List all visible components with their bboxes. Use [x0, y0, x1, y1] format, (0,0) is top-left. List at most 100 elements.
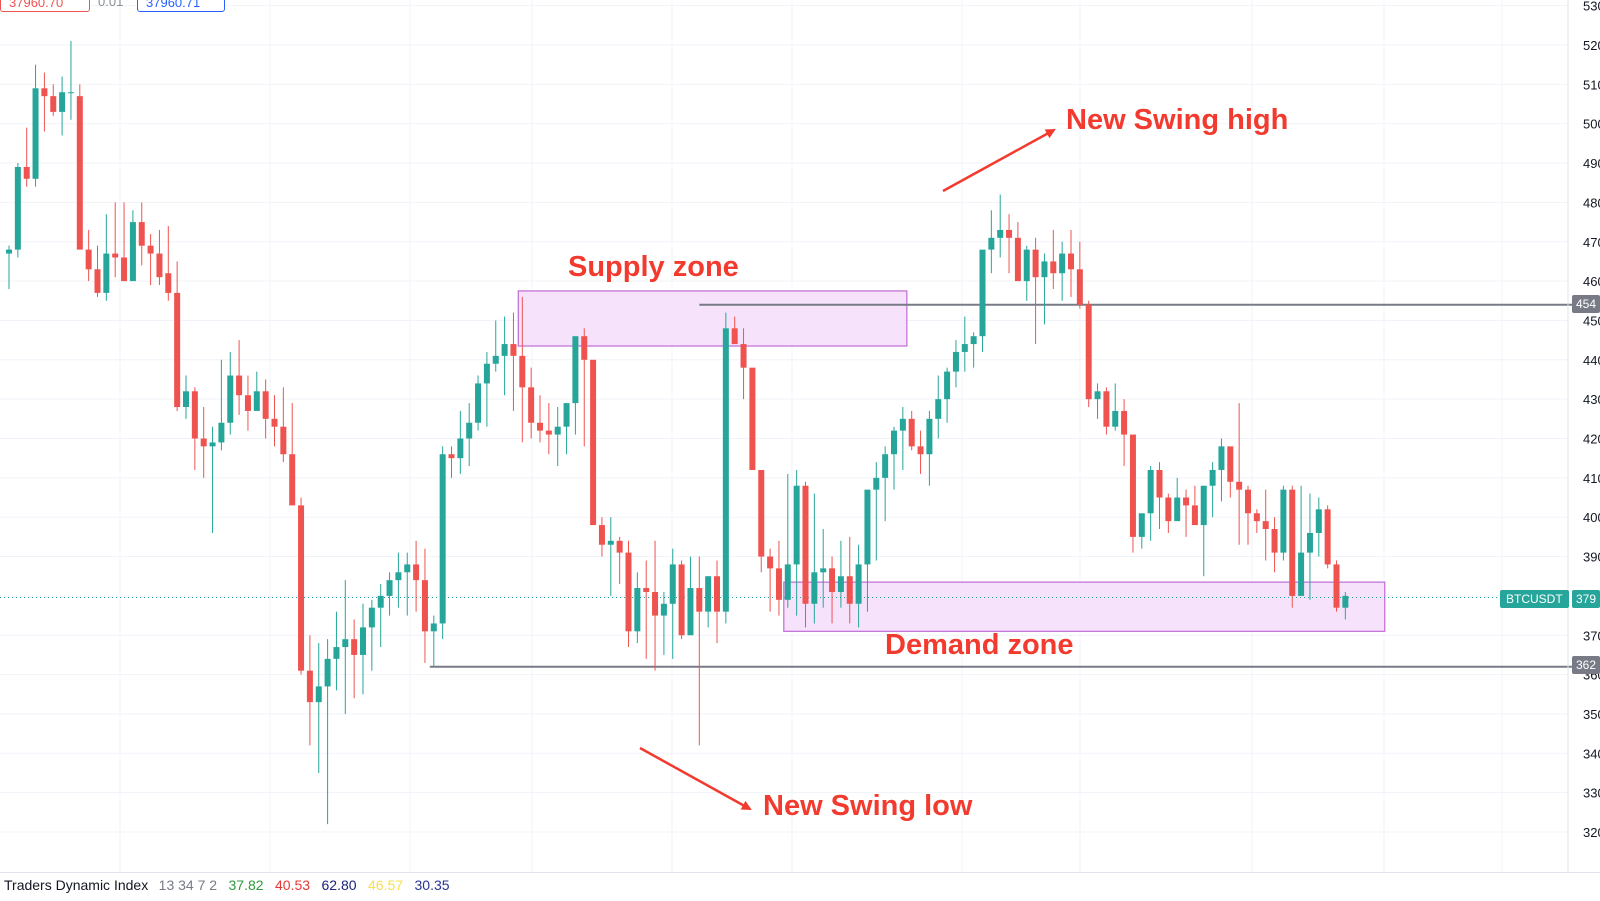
candle-body	[935, 399, 942, 419]
y-tick-label: 400	[1583, 510, 1600, 525]
y-tick-label: 470	[1583, 235, 1600, 250]
candle-body	[174, 292, 181, 408]
candle-body	[1094, 391, 1101, 400]
candle-body	[271, 418, 278, 427]
indicator-value: 30.35	[414, 877, 450, 893]
candle-body	[1014, 237, 1021, 282]
candlestick-chart[interactable]: 530 520 510 500 490 480 470 460 450 440 430 420 410 4…	[0, 0, 1600, 872]
candle-body	[1165, 497, 1172, 522]
grid	[0, 0, 1568, 872]
candle-body	[678, 564, 685, 636]
candle-body	[1068, 253, 1074, 270]
candle-body	[59, 92, 66, 112]
swing-high-arrow	[942, 128, 1056, 193]
candle-body	[749, 367, 756, 470]
candle-body	[528, 387, 535, 423]
candle-body	[1245, 489, 1251, 514]
candle-body	[563, 403, 570, 427]
y-tick-label: 350	[1583, 707, 1600, 722]
candle-body	[1147, 469, 1154, 514]
candle-body	[351, 639, 358, 655]
candle-body	[731, 328, 738, 345]
candle-body	[660, 603, 667, 616]
candle-body	[775, 568, 782, 600]
candle-body	[908, 418, 915, 447]
spread-value: 0.01	[98, 0, 124, 9]
candle-body	[1324, 509, 1331, 565]
y-tick-label: 410	[1583, 471, 1600, 486]
candle-body	[413, 564, 420, 581]
candle-body	[652, 591, 659, 616]
candle-body	[873, 477, 880, 490]
candle-body	[829, 568, 836, 592]
candle-body	[1280, 489, 1287, 553]
candle-body	[864, 489, 871, 565]
candle-body	[705, 576, 712, 612]
candle-body	[1138, 513, 1145, 537]
candle-body	[76, 96, 83, 250]
indicator-value: 62.80	[321, 877, 357, 893]
candle-body	[289, 454, 296, 506]
candle-body	[607, 540, 614, 545]
candle-body	[988, 237, 995, 250]
candle-body	[430, 623, 437, 632]
candle-body	[253, 391, 260, 411]
y-tick-label: 450	[1583, 313, 1600, 328]
candle-body	[6, 249, 12, 254]
demand-zone-box	[783, 581, 1386, 632]
candle-body	[156, 253, 163, 278]
y-tick-label: 330	[1583, 786, 1600, 801]
candle-body	[386, 580, 393, 596]
candle-body	[315, 686, 322, 703]
buy-price-button[interactable]: 37960.71	[137, 0, 225, 12]
candle-body	[1085, 304, 1092, 400]
candle-body	[439, 454, 446, 624]
y-tick-label: 480	[1583, 195, 1600, 210]
candle-body	[1227, 446, 1234, 482]
candle-body	[997, 229, 1004, 238]
candle-body	[1050, 261, 1057, 274]
candle-body	[475, 383, 482, 423]
candle-body	[1271, 529, 1278, 553]
candle-body	[492, 355, 499, 364]
candle-body	[1298, 552, 1305, 596]
candle-body	[634, 588, 641, 632]
y-tick-label: 460	[1583, 274, 1600, 289]
candle-body	[395, 572, 402, 581]
candle-body	[979, 249, 986, 337]
candle-body	[572, 336, 579, 404]
sell-price-button[interactable]: 37960.70	[0, 0, 90, 12]
candle-body	[581, 336, 588, 360]
candle-body	[244, 395, 251, 411]
y-tick-label: 520	[1583, 38, 1600, 53]
candle-body	[811, 572, 818, 604]
y-tick-label: 530	[1583, 0, 1600, 14]
indicator-legend[interactable]: Traders Dynamic Index 13 34 7 2 37.82 40…	[0, 872, 1600, 901]
supply-zone-label: Supply zone	[568, 251, 739, 283]
candle-body	[67, 92, 74, 94]
candle-body	[793, 485, 800, 565]
demand-zone-label: Demand zone	[885, 629, 1074, 661]
candle-body	[846, 576, 853, 604]
candle-body	[1253, 513, 1260, 522]
candle-body	[50, 96, 57, 112]
candle-body	[236, 375, 243, 396]
level-high-tag: 454	[1572, 295, 1600, 313]
y-tick-label: 340	[1583, 746, 1600, 761]
y-tick-label: 490	[1583, 156, 1600, 171]
candle-body	[1236, 481, 1243, 490]
candle-body	[85, 249, 92, 270]
candle-body	[1209, 469, 1216, 486]
candle-body	[333, 647, 340, 659]
candle-body	[820, 568, 827, 573]
candle-body	[802, 485, 809, 604]
candle-body	[758, 469, 765, 557]
candle-body	[112, 253, 119, 258]
candle-body	[23, 166, 30, 179]
candle-body	[696, 588, 703, 612]
candle-body	[1174, 497, 1181, 522]
indicator-value: 46.57	[368, 877, 404, 893]
candle-body	[94, 269, 101, 293]
candle-body	[1059, 253, 1066, 274]
candle-body	[280, 426, 287, 455]
